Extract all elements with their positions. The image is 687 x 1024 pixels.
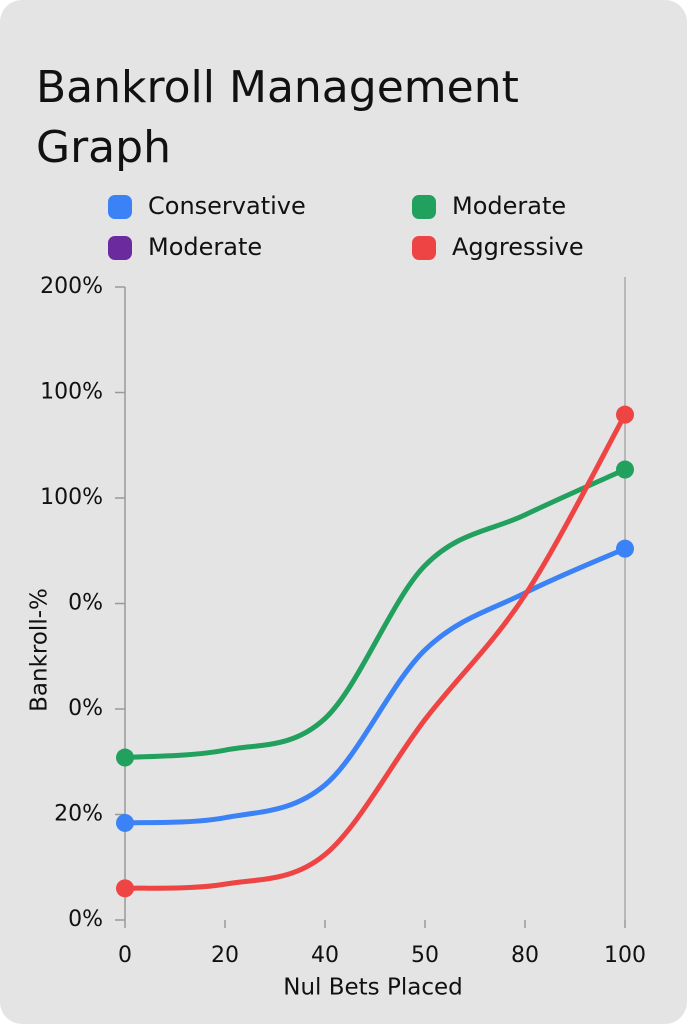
series-marker — [116, 879, 134, 898]
legend-swatch — [108, 236, 132, 260]
legend-label: Moderate — [452, 192, 566, 220]
series-marker — [616, 460, 634, 479]
chart-title: Bankroll Management Graph — [36, 62, 519, 173]
y-tick-label: 20% — [54, 802, 103, 827]
y-tick-label: 0% — [68, 591, 103, 616]
x-tick-label: 100 — [604, 943, 646, 968]
series-marker — [616, 405, 634, 424]
legend-label: Moderate — [148, 233, 262, 261]
legend-swatch — [412, 195, 436, 219]
series-marker — [116, 813, 134, 832]
x-tick-label: 50 — [411, 943, 439, 968]
y-tick-label: 0% — [68, 696, 103, 721]
x-tick-label: 40 — [311, 943, 339, 968]
legend-swatch — [108, 195, 132, 219]
x-tick-label: 0 — [118, 943, 132, 968]
x-tick-label: 20 — [211, 943, 239, 968]
y-axis-label: Bankroll-% — [27, 588, 53, 712]
series-marker — [616, 539, 634, 558]
x-axis-label: Nul Bets Placed — [283, 975, 462, 1001]
legend-swatch — [412, 236, 436, 260]
series-line — [122, 467, 628, 761]
series-line — [122, 546, 628, 826]
y-tick-label: 0% — [68, 907, 103, 932]
y-tick-label: 100% — [40, 485, 103, 510]
y-tick-label: 200% — [40, 274, 103, 299]
legend-label: Aggressive — [452, 233, 584, 261]
y-tick-label: 100% — [40, 380, 103, 405]
x-tick-label: 80 — [511, 943, 539, 968]
legend-label: Conservative — [148, 192, 306, 220]
series-marker — [116, 748, 134, 767]
series-line — [122, 412, 628, 891]
